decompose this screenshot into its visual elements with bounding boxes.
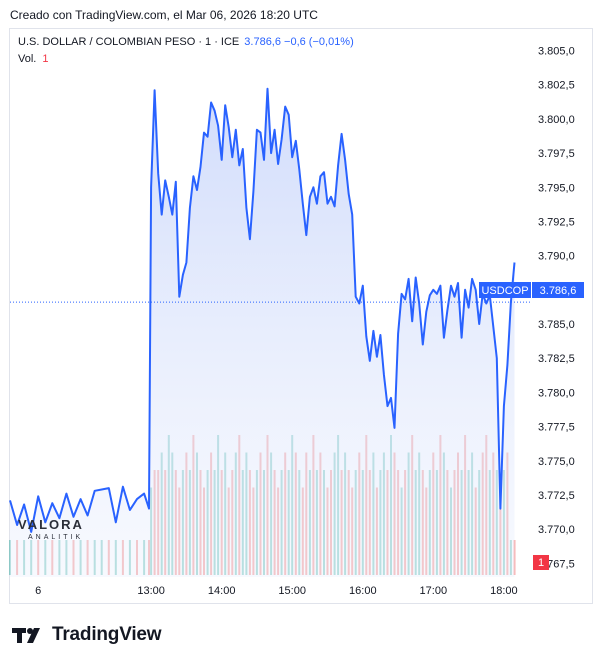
chart-frame xyxy=(9,28,593,604)
watermark-logo: VALORA ANALITIK xyxy=(18,516,84,541)
tradingview-logo[interactable]: TradingView xyxy=(12,624,162,646)
x-tick-label: 16:00 xyxy=(349,585,377,597)
volume-badge-bg xyxy=(533,555,549,570)
price-label: USDCOP 3.786,6 xyxy=(479,282,584,298)
price-label-bg xyxy=(532,282,584,298)
legend-symbol: U.S. DOLLAR / COLOMBIAN PESO · 1 · ICE xyxy=(18,36,240,48)
y-tick-label: 3.792,5 xyxy=(538,216,575,228)
y-tick-label: 3.772,5 xyxy=(538,490,575,502)
y-tick-label: 3.805,0 xyxy=(538,46,575,58)
volume-legend-label: Vol. xyxy=(18,53,37,65)
y-tick-label: 3.795,0 xyxy=(538,182,575,194)
tradingview-logo-icon xyxy=(12,628,40,643)
price-area xyxy=(10,88,515,578)
volume-badge-value: 1 xyxy=(538,557,544,569)
y-tick-label: 3.770,0 xyxy=(538,524,575,536)
x-axis[interactable]: 6 13:00 14:00 15:00 16:00 17:00 18:00 xyxy=(35,585,518,597)
volume-legend: Vol. 1 xyxy=(18,53,48,65)
y-tick-label: 3.800,0 xyxy=(538,114,575,126)
x-tick-label: 18:00 xyxy=(490,585,518,597)
ticker-label: USDCOP xyxy=(481,285,528,297)
x-tick-label: 14:00 xyxy=(208,585,236,597)
tradingview-wordmark: TradingView xyxy=(52,624,162,645)
volume-legend-value: 1 xyxy=(42,53,49,65)
volume-badge: 1 xyxy=(533,555,549,570)
watermark-sub: ANALITIK xyxy=(28,534,84,541)
created-caption: Creado con TradingView.com, el Mar 06, 2… xyxy=(10,8,318,22)
x-tick-label: 15:00 xyxy=(278,585,306,597)
ticker-label-bg xyxy=(479,282,531,298)
y-tick-label: 3.780,0 xyxy=(538,387,575,399)
legend: U.S. DOLLAR / COLOMBIAN PESO · 1 · ICE 3.… xyxy=(18,36,354,48)
y-tick-label: 3.802,5 xyxy=(538,80,575,92)
price-label-value: 3.786,6 xyxy=(540,285,577,297)
y-tick-label: 3.782,5 xyxy=(538,353,575,365)
y-tick-label: 3.777,5 xyxy=(538,422,575,434)
y-tick-label: 3.785,0 xyxy=(538,319,575,331)
watermark-name: VALORA xyxy=(18,517,84,532)
y-tick-label: 3.797,5 xyxy=(538,148,575,160)
x-tick-label: 13:00 xyxy=(137,585,165,597)
y-tick-label: 3.775,0 xyxy=(538,456,575,468)
y-tick-label: 3.790,0 xyxy=(538,251,575,263)
price-line xyxy=(9,87,516,533)
legend-value: 3.786,6 −0,6 (−0,01%) xyxy=(244,36,354,48)
y-axis[interactable]: 3.805,0 3.802,5 3.800,0 3.797,5 3.795,0 3.792… xyxy=(538,46,575,571)
x-tick-label: 6 xyxy=(35,585,41,597)
x-tick-label: 17:00 xyxy=(420,585,448,597)
